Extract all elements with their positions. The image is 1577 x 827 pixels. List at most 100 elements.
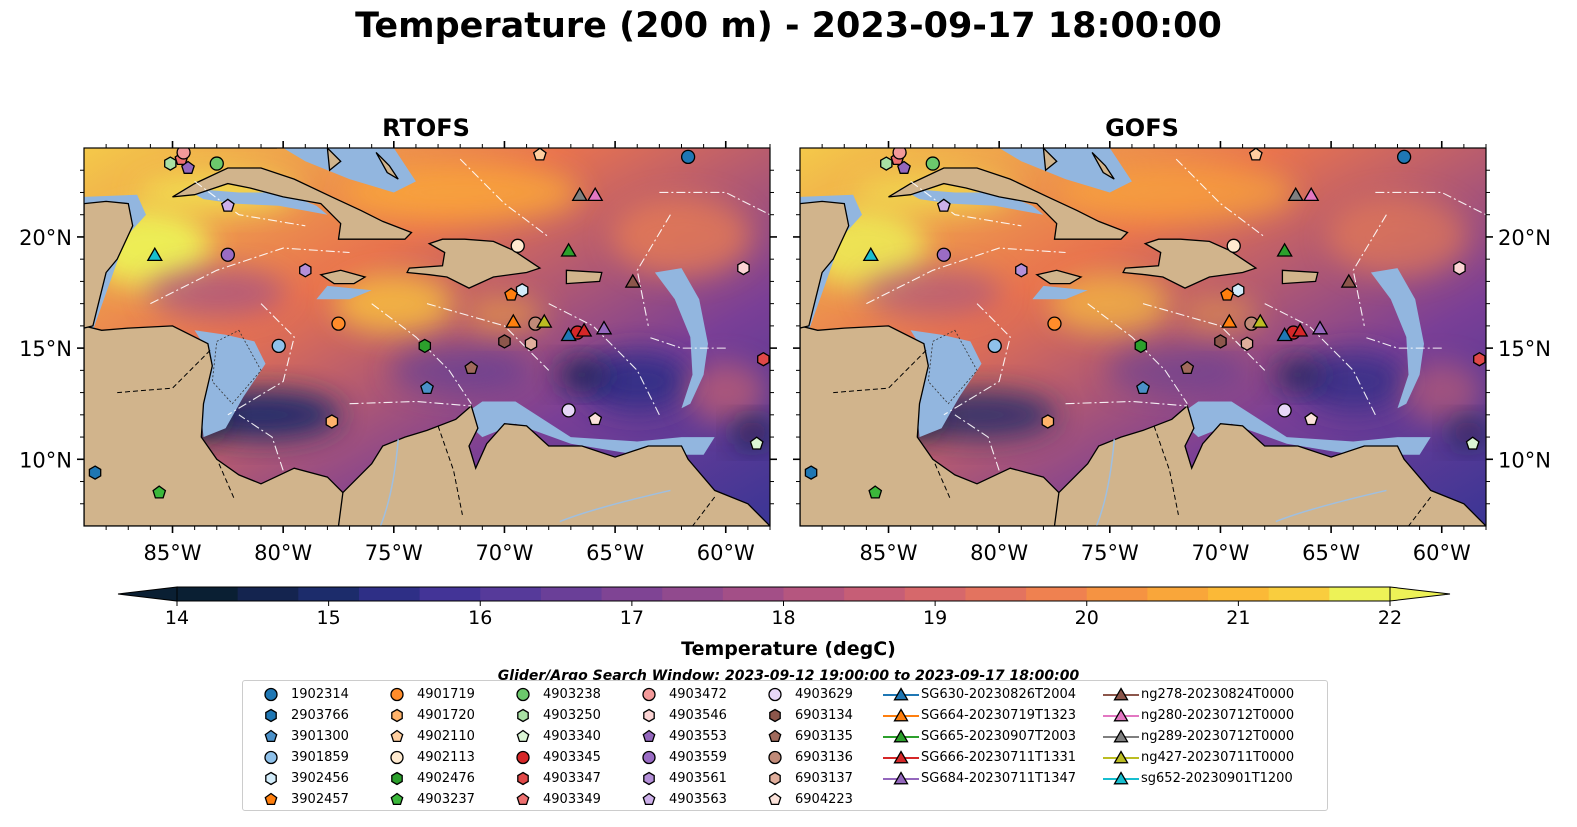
land-puertoRico [1281,269,1319,285]
y-tick-label: 10°N [19,448,72,472]
obs-marker [505,313,522,328]
obs-marker [868,485,883,499]
land-puertoRico [565,269,603,285]
circle-icon [377,684,417,705]
obs-marker [1453,260,1466,276]
legend-marker [517,771,529,786]
hexagon-icon [251,768,291,789]
circle-icon [377,747,417,768]
obs-marker [146,246,163,262]
land-bahamasB [1091,151,1115,180]
legend-label: ng289-20230712T0000 [1141,729,1295,744]
obs-marker [1302,186,1320,202]
colorbar-bin [1268,587,1330,601]
obs-marker [420,380,434,395]
triangle-icon [1101,747,1141,768]
legend-marker [516,687,530,702]
obs-marker [571,186,588,202]
legend-marker [1113,708,1129,722]
obs-marker [804,465,818,480]
shelf-pedro [316,285,372,300]
obs-marker [897,160,911,174]
legend-item: 1902314 [251,684,349,705]
eez-line [1264,303,1376,416]
legend-marker [1113,771,1129,785]
obs-marker [418,338,432,354]
obs-marker [1136,380,1150,395]
legend-column: 4903629 6903134 6903135 6903136 6903137 69042… [755,684,853,810]
obs-marker [892,148,907,160]
land-yucatan [800,200,850,329]
x-tick-label: 70°W [475,541,533,565]
colorbar-tick-label: 22 [1378,607,1402,629]
legend-marker [265,771,277,786]
legend-item: ng278-20230824T0000 [1101,684,1294,705]
legend-item: 4903559 [629,747,727,768]
x-tick-label: 70°W [1191,541,1249,565]
legend-column: SG630-20230826T2004 SG664-20230719T1323 SG… [881,684,1076,789]
x-tick-label: 75°W [1081,541,1139,565]
colorbar-bin [419,587,481,601]
x-tick-label: 80°W [254,541,312,565]
colorbar: 14 15 16 17 18 19 20 21 22 [117,586,1451,629]
obs-marker [624,273,641,288]
legend-marker [516,792,530,806]
land-bahamasB [375,151,399,180]
colorbar-bin [965,587,1027,601]
x-tick-label: 60°W [1413,541,1471,565]
legend-item: ng280-20230712T0000 [1101,705,1294,726]
obs-marker [749,436,764,450]
obs-marker [880,156,893,171]
x-tick-label: 60°W [697,541,755,565]
legend-item: 3902457 [251,789,349,810]
land-bahamasA [326,148,342,172]
hexagon-icon [629,705,669,726]
obs-marker [1041,414,1055,429]
obs-marker [595,320,613,335]
obs-marker [936,198,951,212]
eez-line [1087,303,1188,405]
legend-label: 3901300 [291,729,349,744]
colorbar-bin [1086,587,1148,601]
obs-marker [510,238,525,253]
legend-item: 4903561 [629,768,727,789]
legend-marker [768,687,782,702]
triangle-icon [881,684,921,705]
legend-item: 6903134 [755,705,853,726]
legend-marker [642,687,656,702]
obs-marker [561,403,576,418]
obs-marker [164,156,177,171]
circle-icon [755,684,795,705]
colorbar-bin [177,587,239,601]
legend-marker [642,729,656,743]
obs-marker [536,313,553,328]
obs-marker [220,198,235,212]
colorbar-bin [480,587,542,601]
legend-label: 6903134 [795,708,853,723]
y-tick-label: 10°N [1498,448,1551,472]
obs-marker [1248,148,1263,161]
colorbar-bin [783,587,845,601]
colorbar-tick-label: 19 [923,607,947,629]
obs-marker [1134,338,1148,354]
hexagon-icon [377,705,417,726]
map-panel-rtofs: 85°W 80°W 75°W 70°W 65°W 60°W 20°N 15°N 10°N [19,141,777,565]
pentagon-icon [629,726,669,747]
colorbar-bin [601,587,663,601]
legend-label: 4903349 [543,792,601,807]
legend-marker [768,729,782,743]
legend-item: 6903137 [755,768,853,789]
obs-marker [1221,313,1238,328]
x-tick-label: 80°W [970,541,1028,565]
obs-marker [504,287,519,301]
eez-line [459,158,550,238]
pentagon-icon [377,789,417,810]
colorbar-bin [722,587,784,601]
obs-marker [680,149,696,165]
legend-label: ng278-20230824T0000 [1141,687,1295,702]
legend-marker [264,750,278,765]
legend-label: ng427-20230711T0000 [1141,750,1295,765]
eez-line [1375,191,1486,216]
legend-item: 4903347 [503,768,601,789]
legend-marker [390,792,404,806]
